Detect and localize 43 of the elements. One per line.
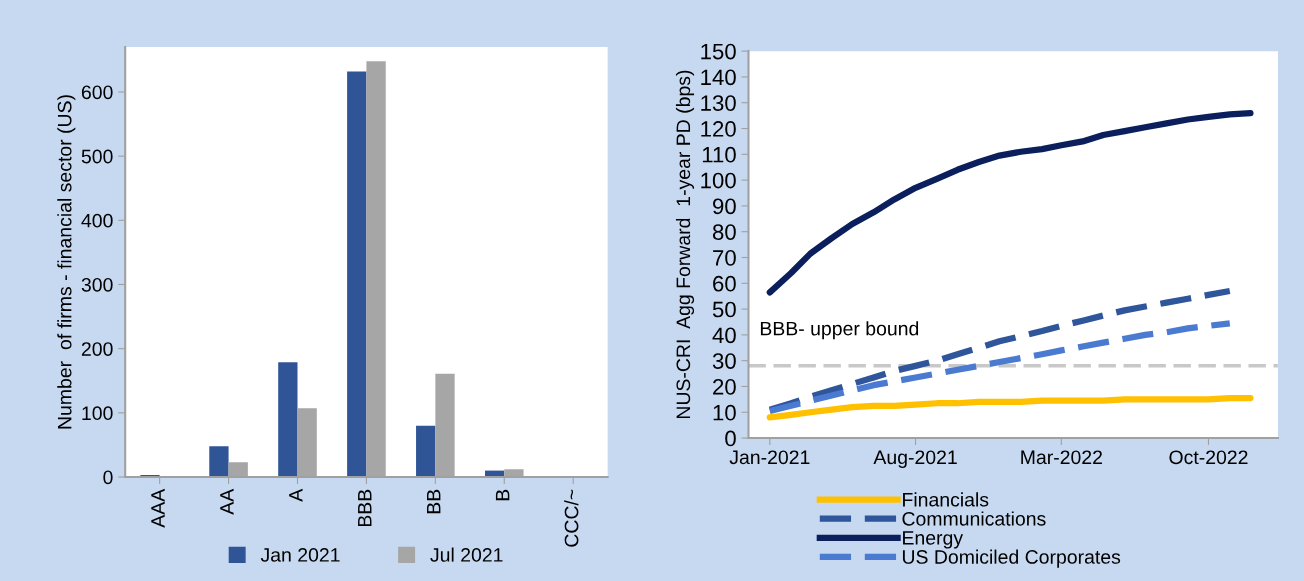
x-tick-label: CCC/~ <box>564 489 579 547</box>
y-tick-label: 200 <box>81 342 113 356</box>
y-axis-title: NUS-CRI Agg Forward 1-year PD (bps) <box>675 70 695 419</box>
x-tick-label: Oct-2022 <box>1169 450 1248 465</box>
y-tick-label: 100 <box>701 172 736 189</box>
ref-line-label: BBB- upper bound <box>760 321 919 340</box>
y-tick-label: 120 <box>701 121 736 137</box>
y-tick-label: 500 <box>81 149 113 164</box>
legend-label: Financials <box>903 492 989 507</box>
y-tick-label: 600 <box>81 85 113 100</box>
x-tick-label: AA <box>220 488 234 515</box>
legend-label: Jul 2021 <box>430 547 503 562</box>
y-tick-label: 50 <box>712 301 736 318</box>
x-tick-label: Aug-2021 <box>873 450 957 469</box>
y-tick-label: 300 <box>81 277 113 292</box>
y-tick-label: 400 <box>81 213 113 228</box>
y-tick-label: 60 <box>713 275 736 292</box>
y-tick-label: 100 <box>82 406 113 421</box>
y-tick-label: 80 <box>712 224 736 240</box>
y-tick-label: 20 <box>713 379 736 395</box>
y-tick-label: 90 <box>713 198 736 215</box>
legend-label: Communications <box>902 511 1046 526</box>
y-tick-label: 110 <box>702 146 736 163</box>
y-tick-label: 130 <box>701 95 736 111</box>
y-tick-label: 0 <box>103 470 113 485</box>
legend-label: Energy <box>903 531 964 549</box>
legend-label: US Domiciled Corporates <box>902 549 1121 568</box>
y-tick-label: 10 <box>713 404 736 421</box>
y-tick-label: 140 <box>701 69 736 86</box>
y-tick-label: 70 <box>713 250 736 266</box>
x-tick-label: Jan-2021 <box>729 450 810 465</box>
y-tick-label: 30 <box>712 353 736 369</box>
x-tick-label: B <box>495 489 510 501</box>
x-tick-label: BB <box>427 489 441 514</box>
legend-label: Jan 2021 <box>260 548 340 562</box>
x-tick-label: BBB <box>358 489 372 527</box>
x-tick-label: AAA <box>151 488 165 528</box>
y-axis-title: Number of firms - financial sector (US) <box>57 95 76 429</box>
y-tick-label: 40 <box>712 327 736 344</box>
y-tick-label: 0 <box>725 430 736 447</box>
x-tick-label: A <box>289 488 303 502</box>
x-tick-label: Mar-2022 <box>1021 450 1102 465</box>
y-tick-label: 150 <box>701 43 736 60</box>
